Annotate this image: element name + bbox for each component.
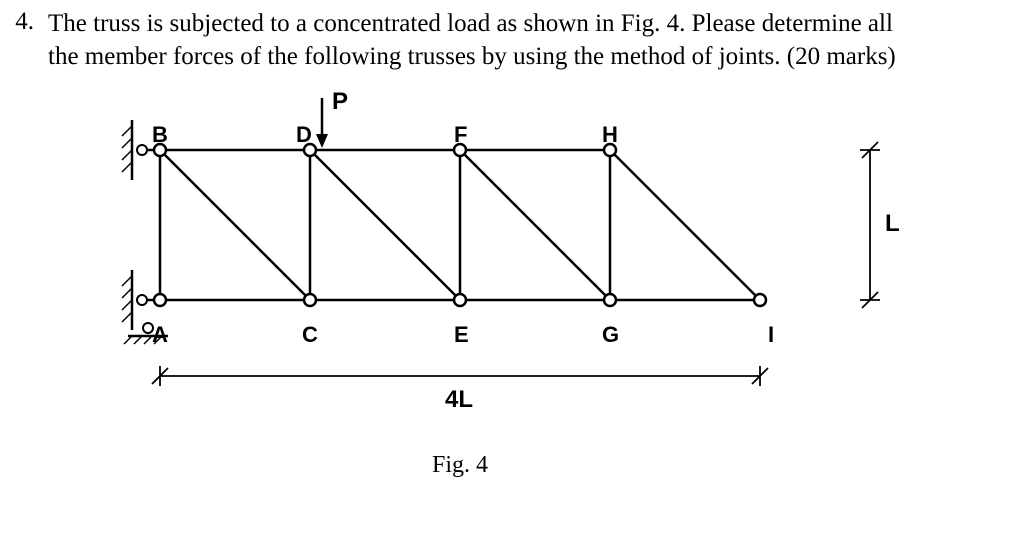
question-number: 4. xyxy=(0,8,48,73)
support-A-ground xyxy=(124,323,168,344)
truss-members xyxy=(160,150,760,300)
question-line1: The truss is subjected to a concentrated… xyxy=(48,10,893,37)
load-arrow xyxy=(316,98,328,148)
question-line2: the member forces of the following truss… xyxy=(48,43,896,70)
figure: P A B C D E F G H I 4L L Fig. 4 xyxy=(70,90,940,520)
dim-vertical xyxy=(860,142,880,308)
question-text: The truss is subjected to a concentrated… xyxy=(48,8,1000,73)
dim-horizontal xyxy=(152,366,768,386)
truss-diagram xyxy=(70,90,940,490)
